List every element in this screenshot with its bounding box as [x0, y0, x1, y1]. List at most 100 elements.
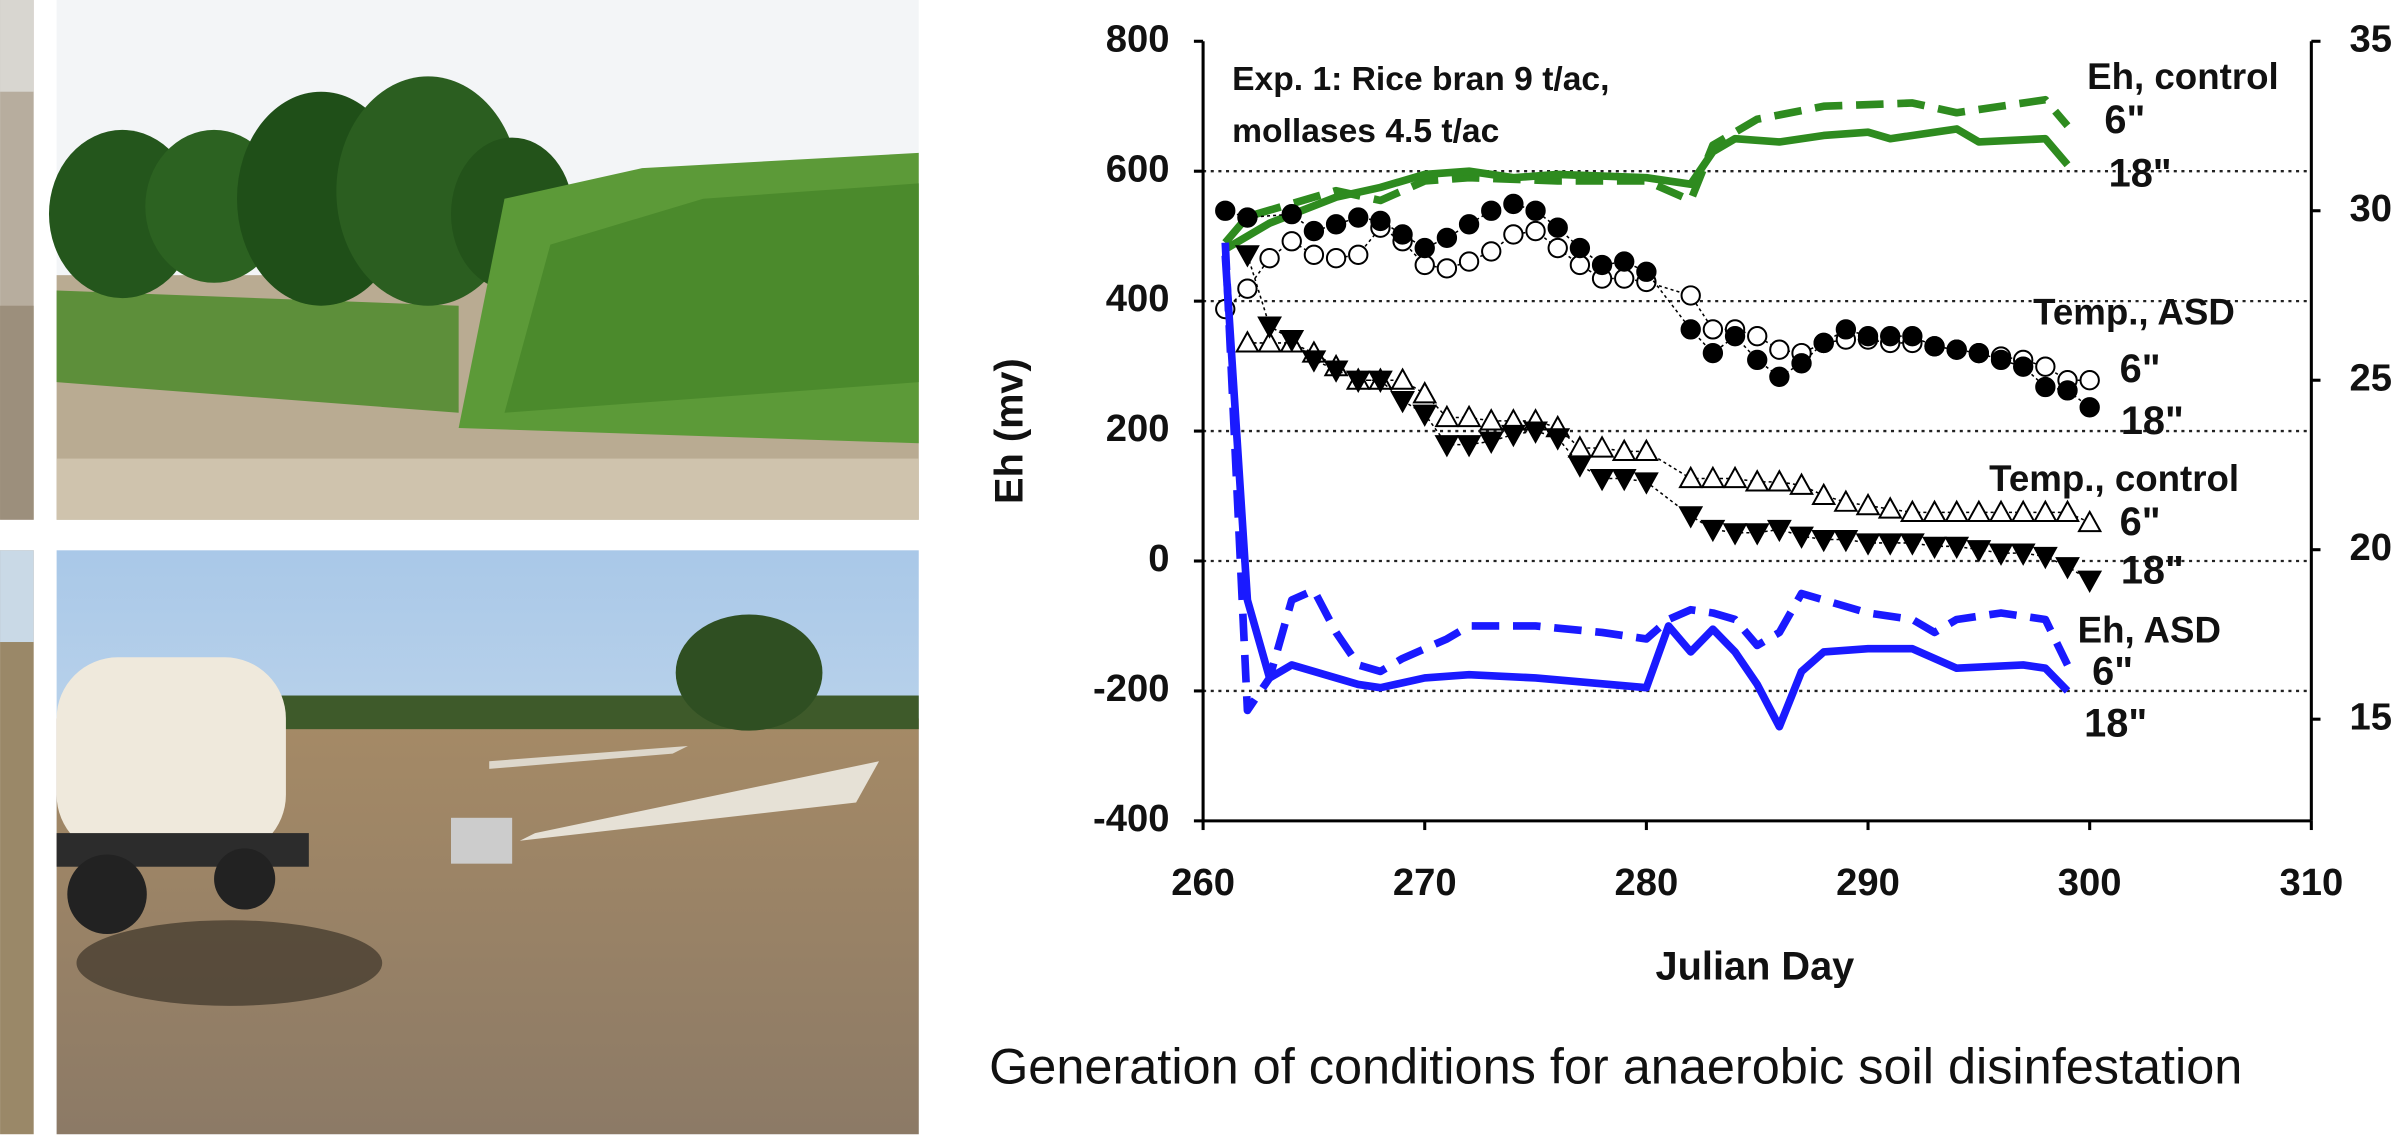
marker	[1481, 241, 1502, 262]
photo-orchard	[48, 0, 919, 520]
marker	[1434, 435, 1460, 458]
y-axis-title: Eh (mv)	[988, 358, 1032, 504]
marker	[1279, 329, 1305, 353]
series-line	[1222, 95, 2071, 246]
marker	[1611, 468, 1637, 492]
annotation: mollases 4.5 t/ac	[1232, 113, 1499, 150]
marker	[1766, 519, 1792, 543]
marker	[1348, 244, 1369, 265]
marker	[2079, 397, 2100, 418]
marker	[1569, 237, 1591, 259]
marker	[1747, 325, 1768, 347]
marker	[1281, 203, 1302, 225]
y2-tick-label: 15	[2350, 695, 2393, 738]
y2-tick-label: 30	[2350, 187, 2393, 230]
marker	[1503, 193, 1524, 215]
marker	[1301, 350, 1327, 373]
marker	[2032, 546, 2058, 570]
y2-tick-label: 20	[2350, 526, 2393, 569]
marker	[1458, 251, 1480, 272]
marker	[1456, 435, 1482, 458]
marker	[1722, 523, 1748, 546]
marker	[1924, 336, 1945, 357]
marker	[1412, 404, 1438, 427]
marker	[1766, 469, 1792, 492]
marker	[1747, 349, 1768, 371]
marker	[1614, 251, 1635, 272]
photo-strip-bottom	[0, 550, 34, 1135]
marker	[1478, 408, 1504, 431]
series-line	[1247, 342, 2091, 524]
x-axis-title: Julian Day	[1656, 945, 1855, 989]
marker	[1899, 533, 1925, 556]
x-tick-label: 270	[1393, 861, 1457, 904]
marker	[1922, 536, 1947, 560]
marker	[1478, 431, 1504, 454]
series-line	[1221, 242, 2071, 715]
marker	[1390, 367, 1415, 390]
marker	[1303, 220, 1325, 242]
marker	[1392, 224, 1413, 245]
marker	[2055, 557, 2080, 580]
marker	[1412, 381, 1438, 404]
marker	[1855, 492, 1881, 516]
marker	[2035, 356, 2056, 377]
marker	[1813, 332, 1834, 354]
marker	[1769, 366, 1790, 388]
y-tick-label: 0	[1148, 537, 1169, 580]
y-tick-label: -400	[1093, 797, 1169, 840]
marker	[1722, 465, 1748, 489]
marker	[2010, 499, 2036, 522]
marker	[1235, 330, 1260, 353]
y2-tick-label: 35	[2350, 17, 2393, 60]
marker	[1633, 438, 1659, 461]
marker	[1545, 428, 1571, 451]
marker	[1835, 319, 1857, 340]
marker	[1414, 237, 1435, 259]
marker	[1325, 248, 1347, 269]
marker	[1237, 207, 1258, 228]
marker	[1946, 339, 1967, 360]
marker	[2055, 499, 2080, 522]
marker	[1348, 207, 1369, 228]
marker	[1345, 370, 1371, 393]
series-label: 6"	[2120, 347, 2161, 391]
marker	[1724, 325, 1746, 347]
marker	[1523, 421, 1548, 444]
marker	[1968, 342, 1990, 364]
marker	[1678, 465, 1704, 489]
marker	[2035, 376, 2056, 398]
marker	[1503, 224, 1524, 245]
marker	[2010, 543, 2036, 566]
marker	[1833, 489, 1859, 512]
marker	[1857, 325, 1879, 347]
caption: Generation of conditions for anaerobic s…	[989, 1037, 2242, 1094]
marker	[1257, 316, 1282, 339]
marker	[1744, 523, 1770, 546]
marker	[1633, 472, 1659, 495]
photo-field-tank	[56, 550, 919, 1135]
series-line	[1223, 125, 2071, 253]
marker	[1966, 499, 1992, 522]
series-line	[1221, 255, 2071, 731]
x-tick-label: 280	[1615, 861, 1679, 904]
marker	[1877, 533, 1903, 556]
marker	[1990, 349, 2012, 371]
marker	[1567, 455, 1593, 478]
marker	[1789, 526, 1814, 549]
series-label: 18"	[2109, 151, 2172, 195]
x-tick-label: 290	[1836, 861, 1900, 904]
marker	[2079, 370, 2100, 391]
marker	[1811, 529, 1837, 553]
marker	[1390, 391, 1415, 414]
marker	[1237, 278, 1258, 299]
marker	[1589, 435, 1615, 458]
marker	[1525, 220, 1546, 242]
marker	[1680, 285, 1701, 306]
marker	[2077, 509, 2103, 533]
x-tick-label: 260	[1171, 861, 1235, 904]
series-label: 6"	[2104, 98, 2145, 142]
marker	[1636, 261, 1657, 282]
marker	[1434, 404, 1460, 428]
